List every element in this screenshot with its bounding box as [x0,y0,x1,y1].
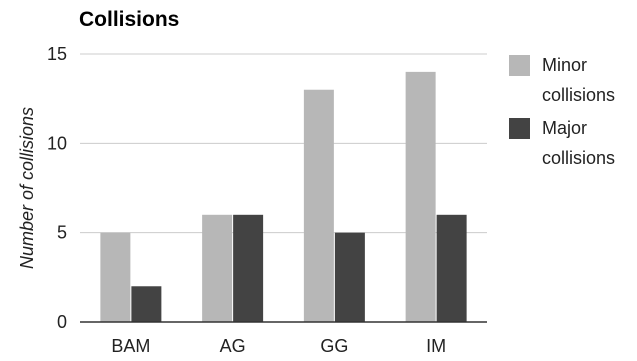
bar-gg-series-1 [334,232,365,322]
legend-label: collisions [542,85,615,105]
bar-im-series-0 [405,71,436,322]
legend-label: collisions [542,148,615,168]
x-tick-label: GG [320,336,348,356]
legend-swatch [509,55,530,76]
y-axis-ticks: 0 5 10 15 [47,44,67,332]
bar-bam-series-1 [131,286,162,322]
bar-ag-series-0 [202,214,233,322]
bar-bam-series-0 [100,232,131,322]
y-tick-label: 0 [57,312,67,332]
x-tick-label: AG [220,336,246,356]
legend-item-series-1: Major collisions [509,118,615,168]
legend-swatch [509,118,530,139]
legend-label: Minor [542,55,587,75]
bar-ag-series-1 [233,214,264,322]
y-tick-label: 10 [47,133,67,153]
x-tick-label: BAM [111,336,150,356]
legend: Minor collisions Major collisions [509,55,615,168]
bar-gg-series-0 [303,89,334,322]
y-axis-title: Number of collisions [17,107,37,269]
legend-item-series-0: Minor collisions [509,55,615,105]
y-tick-label: 15 [47,44,67,64]
bar-im-series-1 [436,214,467,322]
chart-title: Collisions [79,8,179,31]
y-tick-label: 5 [57,223,67,243]
x-axis-ticks: BAM AG GG IM [111,336,446,356]
x-tick-label: IM [426,336,446,356]
bars [100,71,467,322]
legend-label: Major [542,118,587,138]
